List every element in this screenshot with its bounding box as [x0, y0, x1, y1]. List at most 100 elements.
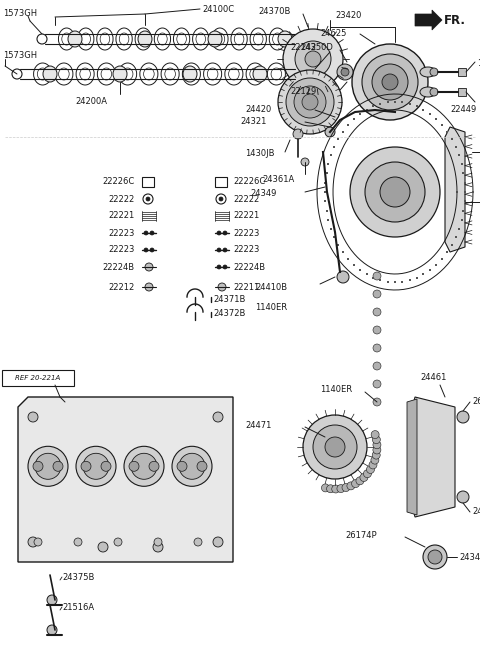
Circle shape — [53, 461, 63, 471]
Circle shape — [371, 430, 379, 439]
Polygon shape — [410, 397, 455, 517]
Text: 24420: 24420 — [245, 106, 271, 114]
Circle shape — [382, 74, 398, 90]
Circle shape — [373, 446, 381, 454]
Text: 22212: 22212 — [109, 283, 135, 292]
Text: 24349: 24349 — [250, 189, 276, 198]
Text: FR.: FR. — [444, 14, 466, 26]
Ellipse shape — [420, 67, 436, 77]
Circle shape — [294, 86, 326, 118]
Text: 24372B: 24372B — [213, 309, 245, 319]
Circle shape — [363, 470, 372, 478]
Ellipse shape — [113, 66, 127, 82]
Circle shape — [457, 491, 469, 503]
Ellipse shape — [138, 31, 152, 47]
Ellipse shape — [420, 87, 436, 97]
Text: 24625: 24625 — [320, 30, 347, 39]
Circle shape — [76, 446, 116, 486]
Ellipse shape — [68, 31, 82, 47]
Circle shape — [457, 411, 469, 423]
Ellipse shape — [43, 66, 57, 82]
Circle shape — [356, 477, 364, 485]
Text: 26160: 26160 — [472, 397, 480, 407]
Circle shape — [430, 68, 438, 76]
Circle shape — [303, 415, 367, 479]
Circle shape — [98, 542, 108, 552]
Circle shape — [278, 70, 342, 134]
Text: 22211: 22211 — [233, 283, 259, 292]
Circle shape — [153, 542, 163, 552]
Circle shape — [83, 453, 109, 480]
Circle shape — [149, 461, 159, 471]
Circle shape — [145, 283, 153, 291]
Circle shape — [430, 88, 438, 96]
Polygon shape — [18, 397, 233, 562]
Circle shape — [217, 265, 221, 269]
Text: 22226C: 22226C — [103, 177, 135, 187]
Circle shape — [217, 231, 221, 235]
Circle shape — [337, 485, 345, 493]
Text: 24461: 24461 — [420, 373, 446, 382]
Circle shape — [28, 412, 38, 422]
Text: 23420: 23420 — [335, 11, 361, 20]
Circle shape — [146, 197, 150, 201]
Text: 24471: 24471 — [245, 420, 271, 430]
Circle shape — [177, 461, 187, 471]
Text: 22221: 22221 — [233, 212, 259, 221]
Circle shape — [47, 625, 57, 635]
Text: 24470: 24470 — [472, 507, 480, 516]
Text: 1140FY: 1140FY — [477, 60, 480, 68]
Text: 1140ER: 1140ER — [255, 302, 287, 311]
Circle shape — [213, 537, 223, 547]
Circle shape — [101, 461, 111, 471]
Text: 26174P: 26174P — [345, 530, 377, 539]
Text: 24410B: 24410B — [255, 283, 287, 292]
Circle shape — [362, 54, 418, 110]
FancyBboxPatch shape — [2, 370, 74, 386]
Text: 22224B: 22224B — [103, 263, 135, 271]
Circle shape — [124, 446, 164, 486]
Circle shape — [223, 231, 227, 235]
Circle shape — [373, 362, 381, 370]
Ellipse shape — [253, 66, 267, 82]
Text: 24370B: 24370B — [258, 7, 290, 16]
Text: 24371B: 24371B — [213, 294, 245, 304]
Circle shape — [325, 127, 335, 137]
Circle shape — [373, 308, 381, 316]
Circle shape — [302, 94, 318, 110]
Text: 22129: 22129 — [290, 87, 316, 97]
Text: 24361A: 24361A — [262, 175, 294, 185]
Text: 22221: 22221 — [109, 212, 135, 221]
Text: 24100C: 24100C — [202, 5, 234, 14]
Circle shape — [360, 474, 368, 482]
Circle shape — [369, 461, 377, 469]
Circle shape — [219, 197, 223, 201]
Circle shape — [305, 51, 321, 67]
Polygon shape — [445, 127, 465, 252]
Circle shape — [372, 451, 380, 459]
Circle shape — [131, 453, 157, 480]
Ellipse shape — [278, 31, 292, 47]
Circle shape — [150, 231, 154, 235]
Circle shape — [365, 162, 425, 222]
Text: 24321: 24321 — [240, 118, 266, 127]
Circle shape — [313, 425, 357, 469]
Circle shape — [337, 271, 349, 283]
Circle shape — [301, 158, 309, 166]
Text: 1430JB: 1430JB — [245, 150, 275, 158]
Circle shape — [428, 550, 442, 564]
Circle shape — [366, 465, 374, 474]
Circle shape — [213, 412, 223, 422]
Circle shape — [145, 263, 153, 271]
Circle shape — [144, 248, 148, 252]
Circle shape — [332, 485, 340, 493]
Text: 24375B: 24375B — [62, 572, 95, 581]
Circle shape — [144, 231, 148, 235]
Circle shape — [423, 545, 447, 569]
Circle shape — [47, 595, 57, 605]
Circle shape — [326, 485, 335, 493]
Bar — [142, 177, 154, 187]
Circle shape — [34, 538, 42, 546]
Text: 22449: 22449 — [450, 106, 476, 114]
Circle shape — [194, 538, 202, 546]
